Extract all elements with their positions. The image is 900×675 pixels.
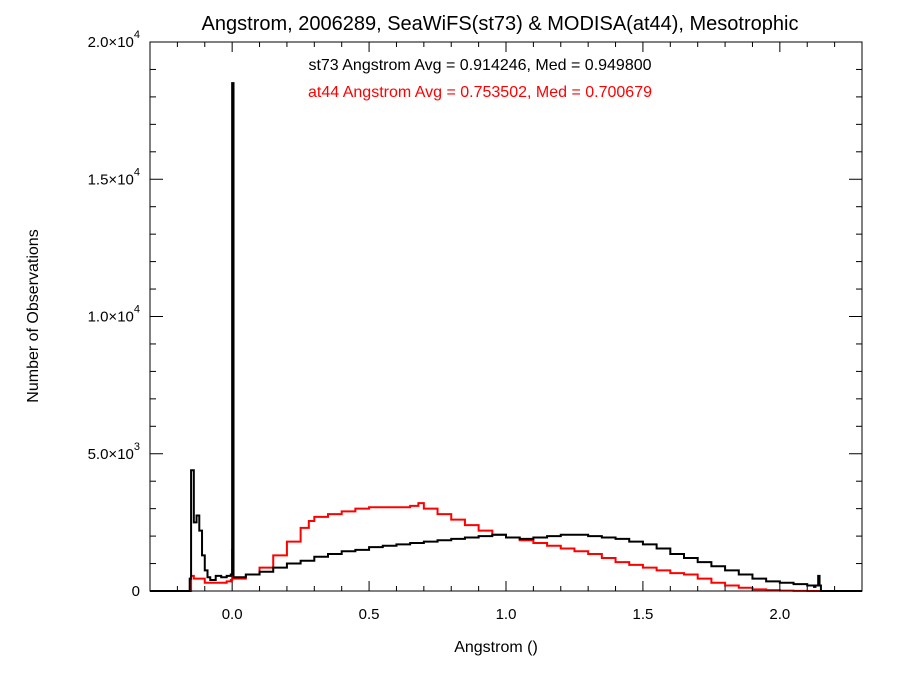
x-axis-label: Angstrom () <box>454 639 538 656</box>
annotation-st73: st73 Angstrom Avg = 0.914246, Med = 0.94… <box>308 57 651 74</box>
y-tick-label: 2.0×104 <box>88 29 140 51</box>
y-tick-label: 1.5×104 <box>88 166 140 188</box>
plot-frame <box>149 41 863 592</box>
chart-title: Angstrom, 2006289, SeaWiFS(st73) & MODIS… <box>202 13 799 35</box>
x-tick-label: 2.0 <box>769 606 790 623</box>
y-tick-label: 1.0×104 <box>88 304 140 326</box>
y-tick-label: 0 <box>132 583 140 600</box>
x-tick-label: 0.5 <box>359 606 380 623</box>
x-tick-label: 1.5 <box>632 606 653 623</box>
annotation-at44: at44 Angstrom Avg = 0.753502, Med = 0.70… <box>308 84 652 101</box>
x-tick-label: 1.0 <box>496 606 517 623</box>
y-axis-label: Number of Observations <box>25 229 42 402</box>
x-tick-label: 0.0 <box>222 606 243 623</box>
y-tick-label: 5.0×103 <box>88 441 140 463</box>
series-line-st73 <box>150 82 862 592</box>
